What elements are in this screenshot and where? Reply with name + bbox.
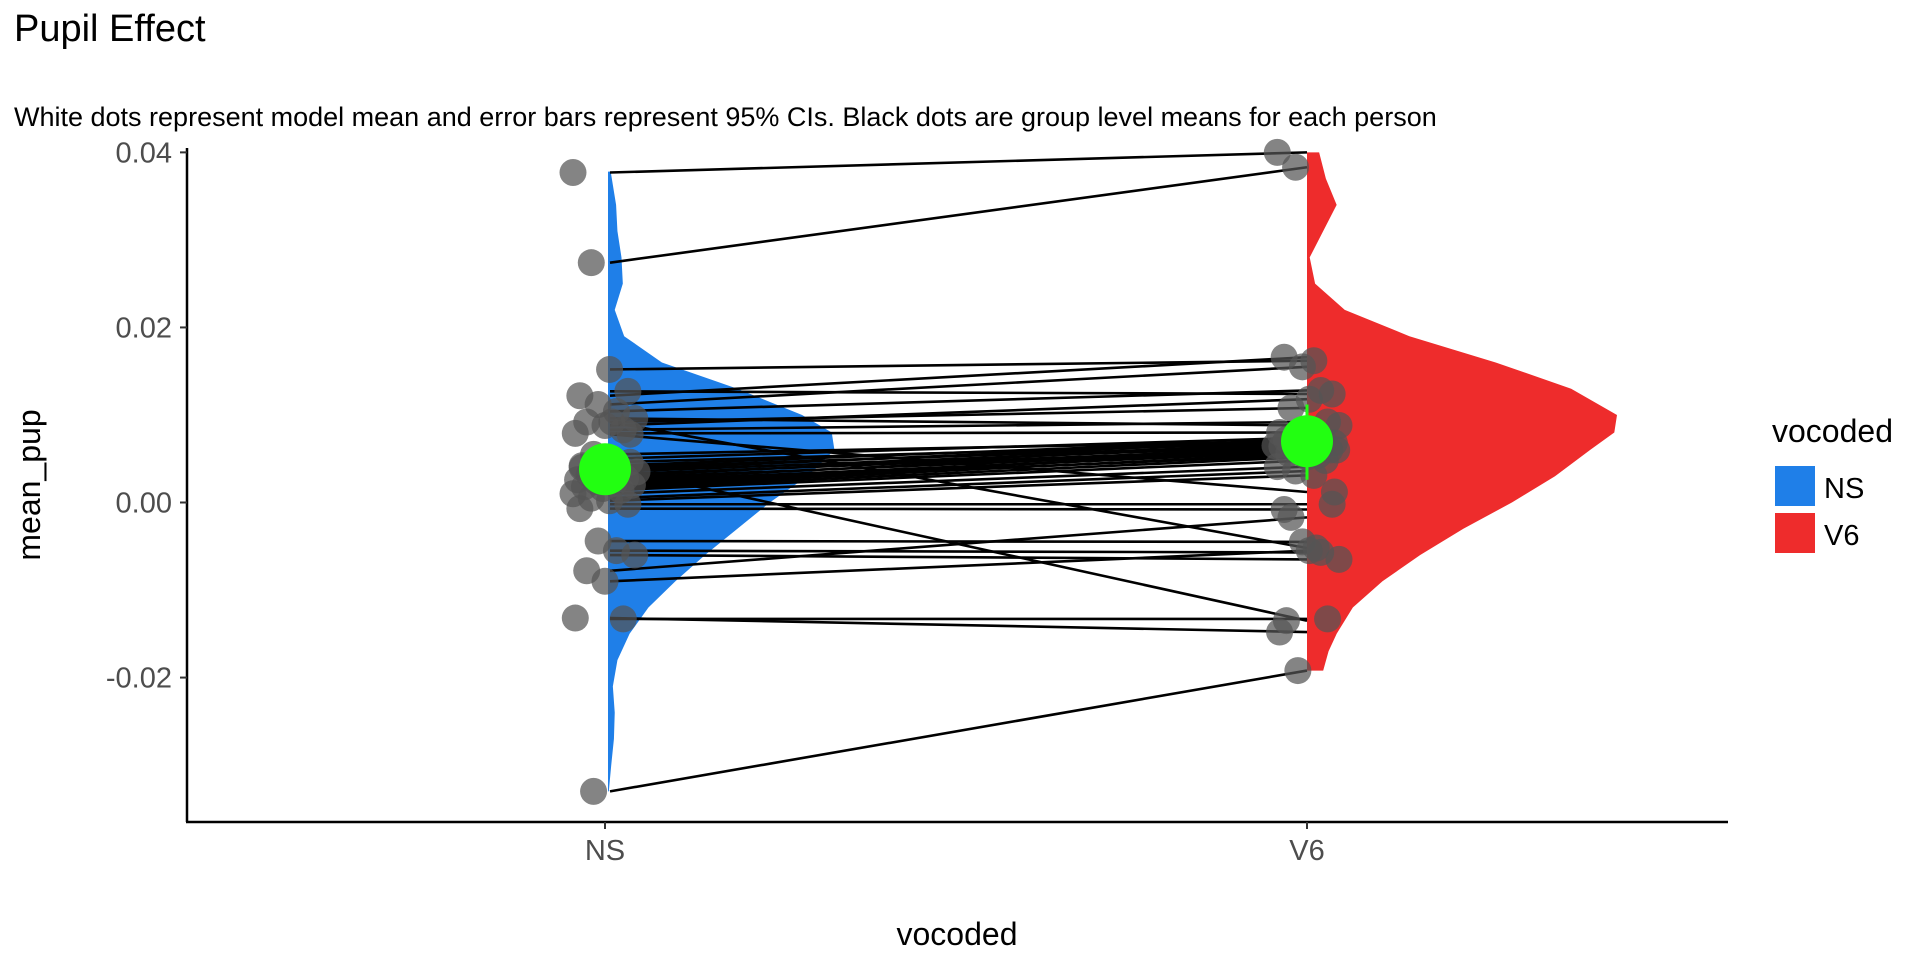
subject-line — [609, 474, 1308, 503]
subject-line — [609, 448, 1308, 487]
subject-point-ns — [561, 604, 589, 632]
subject-line — [609, 507, 1308, 511]
subject-point-ns — [591, 567, 619, 595]
subject-line — [609, 389, 1308, 413]
subject-line — [609, 359, 1308, 371]
subject-point-ns — [566, 495, 594, 523]
model-means — [579, 404, 1333, 496]
subject-line — [609, 420, 1308, 432]
subject-point-ns — [580, 777, 608, 805]
legend-swatch-v6 — [1775, 513, 1815, 553]
y-axis-title: mean_pup — [11, 409, 47, 560]
legend: vocoded NS V6 — [1772, 413, 1893, 553]
subject-line — [609, 397, 1308, 427]
legend-label-ns: NS — [1824, 473, 1864, 505]
subject-point-ns — [559, 159, 587, 187]
subject-line — [609, 365, 1308, 406]
y-tick-label: 0.04 — [116, 137, 172, 169]
subject-line — [609, 549, 1308, 554]
subject-line — [609, 355, 1308, 398]
x-tick-label-ns: NS — [585, 835, 625, 867]
subject-point-v6 — [1288, 353, 1316, 381]
subject-point-ns — [614, 377, 642, 405]
subject-point-v6 — [1272, 607, 1300, 635]
legend-title: vocoded — [1772, 413, 1893, 449]
subject-line — [609, 616, 1308, 634]
subject-line — [609, 438, 1308, 468]
y-axis-ticks: 0.04 0.02 0.00 -0.02 — [106, 137, 187, 695]
subject-line — [609, 406, 1308, 424]
chart-subtitle: White dots represent model mean and erro… — [14, 102, 1437, 132]
subject-point-v6 — [1282, 153, 1310, 181]
y-tick-label: -0.02 — [106, 663, 172, 695]
subject-line — [609, 669, 1308, 793]
legend-swatch-ns — [1775, 466, 1815, 506]
subject-point-v6 — [1325, 545, 1353, 573]
model-mean-v6 — [1281, 415, 1333, 468]
legend-label-v6: V6 — [1824, 520, 1859, 552]
y-tick-label: 0.00 — [116, 488, 172, 520]
subject-line — [609, 165, 1308, 264]
subject-point-ns — [616, 420, 644, 448]
subject-point-v6 — [1295, 385, 1323, 413]
subject-point-ns — [614, 490, 642, 518]
subject-line — [609, 452, 1308, 489]
subject-point-v6 — [1277, 503, 1305, 531]
x-axis-ticks: NS V6 — [585, 822, 1325, 867]
subject-point-ns — [621, 541, 649, 569]
subject-point-v6 — [1263, 138, 1291, 166]
x-axis-title: vocoded — [897, 916, 1018, 952]
subject-line — [609, 465, 1308, 496]
subject-line — [609, 151, 1308, 174]
subject-point-ns — [596, 355, 624, 383]
y-tick-label: 0.02 — [116, 312, 172, 344]
subject-point-v6 — [1302, 534, 1330, 562]
density-cloud-v6 — [1307, 152, 1617, 671]
x-tick-label-v6: V6 — [1289, 835, 1324, 867]
subject-line — [609, 441, 1308, 478]
subject-line — [609, 436, 1308, 461]
subject-line — [609, 539, 1308, 544]
subject-line — [609, 432, 1308, 494]
subject-line — [609, 549, 1308, 583]
subject-point-v6 — [1284, 657, 1312, 685]
subject-point-v6 — [1320, 478, 1348, 506]
subject-line — [609, 431, 1308, 435]
subject-line — [609, 459, 1308, 492]
subject-point-ns — [609, 605, 637, 633]
subject-point-ns — [561, 419, 589, 447]
subject-line — [609, 553, 1308, 561]
subject-line — [609, 455, 1308, 490]
chart-title: Pupil Effect — [14, 8, 206, 50]
subject-lines — [609, 151, 1308, 793]
model-mean-ns — [579, 443, 631, 496]
subject-line — [609, 439, 1308, 472]
subject-point-ns — [577, 249, 605, 277]
subject-line — [609, 466, 1308, 622]
subject-point-v6 — [1314, 605, 1342, 633]
